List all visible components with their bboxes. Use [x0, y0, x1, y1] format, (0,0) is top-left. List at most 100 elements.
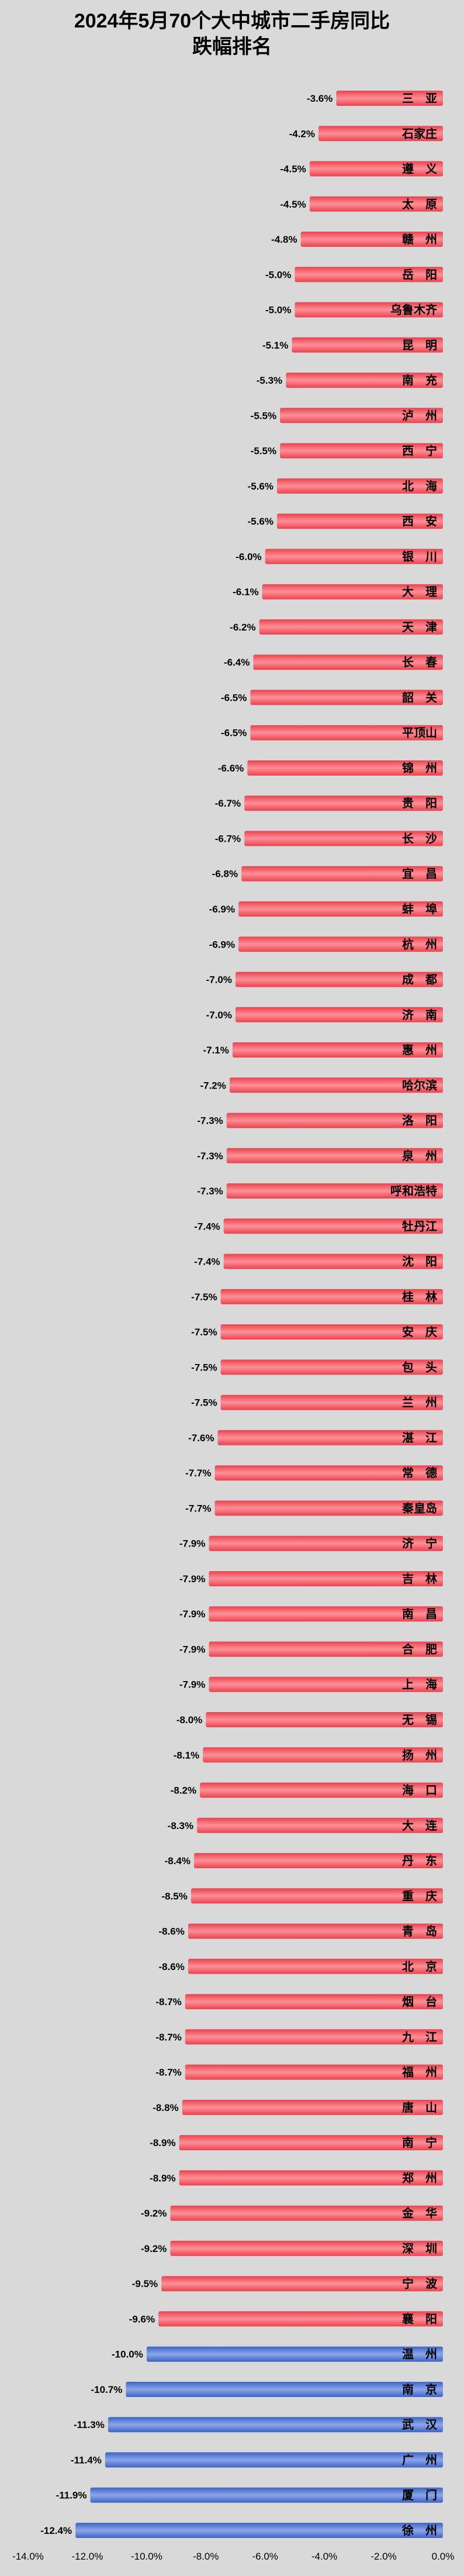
- category-label: 厦 门: [402, 2488, 437, 2502]
- bar-row: -7.9% 吉 林: [179, 1571, 443, 1586]
- bar-value-label: -7.5%: [191, 1327, 217, 1338]
- category-label: 西 宁: [402, 444, 437, 458]
- bar-value-label: -7.5%: [191, 1362, 217, 1373]
- category-label: 锦 州: [402, 761, 437, 775]
- category-label: 吉 林: [402, 1572, 437, 1586]
- bar-highlight: [126, 2382, 443, 2397]
- bar: [265, 549, 443, 564]
- category-label: 贵 阳: [402, 796, 437, 810]
- bar-row: -8.9% 郑 州: [150, 2170, 443, 2186]
- bar-value-label: -9.6%: [129, 2313, 155, 2324]
- bar-value-label: -7.4%: [194, 1221, 220, 1232]
- bar: [253, 655, 443, 670]
- bar-row: -8.7% 九 江: [155, 2029, 443, 2045]
- bar-value-label: -5.0%: [265, 269, 291, 280]
- bar-value-label: -10.0%: [112, 2349, 143, 2360]
- bar: [295, 267, 443, 283]
- category-label: 乌鲁木齐: [390, 303, 438, 317]
- bar-row: -8.7% 福 州: [155, 2064, 443, 2080]
- bar: [318, 126, 443, 142]
- category-label: 武 汉: [402, 2417, 438, 2432]
- category-label: 沈 阳: [402, 1255, 437, 1269]
- bar: [214, 1500, 443, 1516]
- bar-value-label: -8.0%: [176, 1714, 202, 1726]
- category-label: 天 津: [402, 620, 437, 634]
- bar-value-label: -8.1%: [174, 1750, 199, 1761]
- bar: [161, 2276, 443, 2292]
- bar-row: -8.6% 青 岛: [158, 1923, 443, 1939]
- bar: [277, 478, 443, 494]
- category-label: 西 安: [402, 514, 437, 528]
- bar-value-label: -7.3%: [197, 1115, 223, 1127]
- bar-value-label: -7.0%: [206, 1010, 232, 1021]
- bar-row: -5.0% 岳 阳: [265, 267, 443, 283]
- bar: [203, 1747, 443, 1763]
- bar: [223, 1253, 443, 1269]
- bar: [236, 1007, 443, 1022]
- category-label: 安 庆: [402, 1325, 437, 1339]
- bar: [226, 1148, 443, 1163]
- bar-row: -8.8% 唐 山: [153, 2099, 443, 2115]
- bar-value-label: -12.4%: [40, 2525, 72, 2536]
- bar-value-label: -7.9%: [179, 1538, 205, 1549]
- bar-value-label: -6.1%: [233, 587, 258, 598]
- bar-value-label: -6.8%: [212, 869, 238, 880]
- bar: [250, 725, 443, 741]
- bar-row: -11.4% 广 州: [71, 2452, 443, 2468]
- category-label: 海 口: [402, 1783, 437, 1797]
- bar-value-label: -8.7%: [155, 2031, 181, 2043]
- bar: [300, 232, 443, 247]
- chart-title: 2024年5月70个大中城市二手房同比 跌幅排名: [0, 8, 464, 60]
- category-label: 济 南: [402, 1008, 437, 1022]
- bar-row: -7.7% 秦皇岛: [185, 1500, 443, 1516]
- x-tick-label: -12.0%: [71, 2551, 103, 2562]
- category-label: 哈尔滨: [402, 1078, 437, 1092]
- bar-row: -7.3% 呼和浩特: [197, 1183, 443, 1199]
- bar-row: -4.2% 石家庄: [289, 126, 443, 142]
- bar-row: -8.1% 扬 州: [174, 1747, 443, 1763]
- x-tick-label: -6.0%: [252, 2551, 278, 2562]
- bar-value-label: -6.9%: [209, 904, 235, 915]
- bar-value-label: -6.5%: [221, 692, 247, 703]
- bar: [209, 1641, 443, 1657]
- bar-row: -10.7% 南 京: [91, 2382, 443, 2397]
- category-label: 湛 江: [402, 1431, 437, 1445]
- bar-value-label: -6.5%: [221, 728, 247, 739]
- bar-row: -5.0% 乌鲁木齐: [265, 302, 443, 318]
- bar-row: -5.3% 南 充: [257, 373, 443, 388]
- bar-value-label: -7.9%: [179, 1609, 205, 1620]
- bar-value-label: -9.2%: [141, 2243, 167, 2254]
- bar-row: -7.4% 牡丹江: [194, 1218, 443, 1234]
- category-label: 平顶山: [402, 726, 437, 740]
- category-label: 惠 州: [402, 1043, 437, 1057]
- bar-value-label: -6.6%: [218, 763, 244, 774]
- x-tick-label: -2.0%: [370, 2551, 396, 2562]
- bar-value-label: -7.9%: [179, 1644, 205, 1655]
- bar: [277, 514, 443, 529]
- bar: [185, 2064, 443, 2080]
- bar-value-label: -5.5%: [251, 446, 276, 457]
- bar-value-label: -8.6%: [158, 1961, 184, 1972]
- bar-highlight: [105, 2452, 443, 2468]
- bar-value-label: -8.8%: [153, 2102, 178, 2113]
- bar: [209, 1606, 443, 1622]
- bar: [214, 1465, 443, 1481]
- bar: [158, 2311, 443, 2327]
- bar: [244, 795, 443, 811]
- category-label: 九 江: [401, 2030, 437, 2044]
- bar-row: -7.6% 湛 江: [188, 1430, 443, 1445]
- bar-row: -11.9% 厦 门: [56, 2487, 443, 2503]
- bar: [226, 1113, 443, 1128]
- bar-row: -11.3% 武 汉: [74, 2417, 443, 2433]
- bar-value-label: -8.7%: [155, 2067, 181, 2078]
- bar: [188, 1923, 443, 1939]
- bar-value-label: -7.1%: [203, 1045, 228, 1056]
- category-label: 太 原: [402, 197, 437, 211]
- category-label: 秦皇岛: [401, 1501, 437, 1515]
- category-label: 成 都: [402, 973, 437, 987]
- bar: [188, 1958, 443, 1974]
- bar-value-label: -8.9%: [150, 2172, 175, 2184]
- bar-value-label: -6.4%: [224, 657, 250, 668]
- category-label: 唐 山: [402, 2100, 437, 2114]
